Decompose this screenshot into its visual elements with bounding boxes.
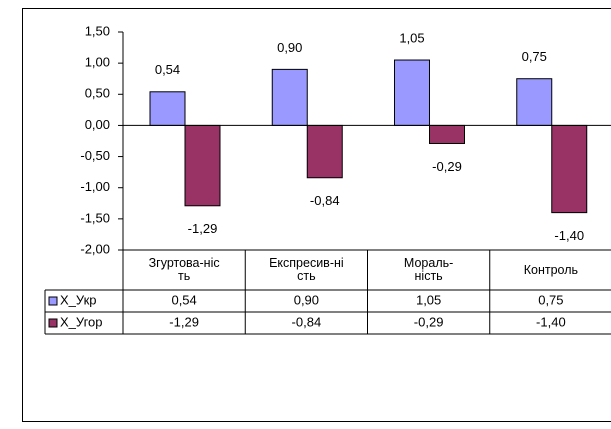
chart-frame — [22, 8, 611, 422]
legend-label: X_Укр — [60, 292, 97, 307]
table-value: 1,05 — [416, 292, 441, 307]
table-value: -1,29 — [169, 314, 199, 329]
bar — [429, 124, 465, 144]
table-value: -0,29 — [414, 314, 444, 329]
data-label: 1,05 — [399, 30, 424, 45]
y-tick-label: 0,50 — [85, 86, 110, 101]
bar — [149, 91, 186, 126]
legend-swatch — [48, 318, 58, 328]
table-value: 0,90 — [294, 292, 319, 307]
bar — [516, 78, 553, 126]
table-value: -1,40 — [536, 314, 566, 329]
y-tick-label: 1,50 — [85, 23, 110, 38]
y-tick-label: -1,50 — [80, 210, 110, 225]
x-tick-label: Згуртова-ніс ть — [148, 256, 220, 283]
x-tick-label: Експресив-ні сть — [269, 256, 344, 283]
x-tick-label: Мораль- ність — [403, 256, 454, 283]
bar — [551, 124, 588, 214]
bar — [271, 68, 308, 126]
table-value: 0,54 — [171, 292, 196, 307]
data-label: 0,90 — [277, 40, 302, 55]
y-tick-label: -2,00 — [80, 241, 110, 256]
y-tick-label: 0,00 — [85, 117, 110, 132]
y-tick-label: -0,50 — [80, 148, 110, 163]
data-label: 0,54 — [155, 62, 180, 77]
legend-swatch — [48, 296, 58, 306]
data-label: -1,29 — [188, 221, 218, 236]
legend-label: X_Угор — [60, 314, 103, 329]
data-label: -0,84 — [310, 193, 340, 208]
y-tick-label: -1,00 — [80, 179, 110, 194]
data-label: 0,75 — [522, 49, 547, 64]
bar — [306, 124, 343, 179]
bar — [394, 59, 430, 126]
bar — [184, 124, 221, 207]
table-value: -0,84 — [292, 314, 322, 329]
table-value: 0,75 — [538, 292, 563, 307]
x-tick-label: Контроль — [523, 262, 579, 277]
y-tick-label: 1,00 — [85, 55, 110, 70]
data-label: -1,40 — [554, 228, 584, 243]
data-label: -0,29 — [432, 159, 462, 174]
